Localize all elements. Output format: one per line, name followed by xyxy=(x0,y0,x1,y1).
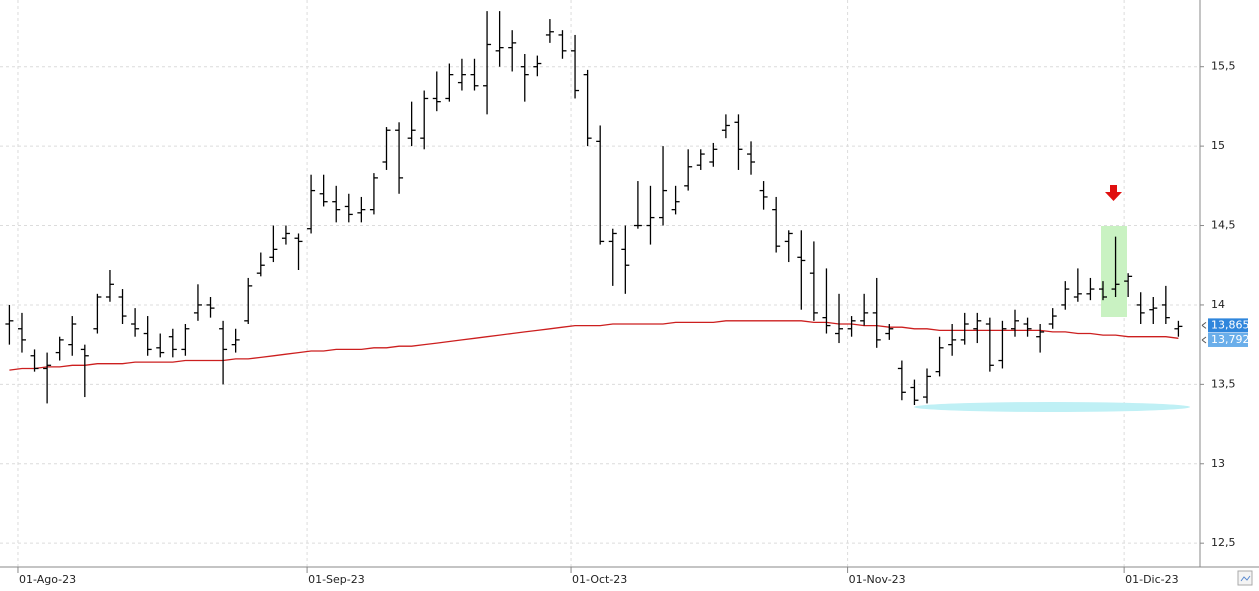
price-label-box xyxy=(1208,318,1248,333)
price-label: 13,792 xyxy=(1211,333,1250,346)
labels-layer: 12,5 13 13,5 14 14,5 15 15,5 01-Ago-23 01-Sep-23… xyxy=(17,60,1250,586)
y-tick-label: 13,5 xyxy=(1211,377,1236,390)
x-tick-label: 01-Dic-23 xyxy=(1125,573,1179,586)
x-tick-label: 01-Oct-23 xyxy=(572,573,627,586)
price-pointer xyxy=(1201,336,1207,344)
price-label-box xyxy=(1208,332,1248,347)
x-tick-label: 01-Ago-23 xyxy=(19,573,76,586)
bar-highlight xyxy=(1101,226,1127,317)
y-tick-label: 13 xyxy=(1211,457,1225,470)
x-tick-label: 01-Nov-23 xyxy=(849,573,906,586)
y-tick-label: 15,5 xyxy=(1211,60,1236,73)
y-tick-label: 15 xyxy=(1211,139,1225,152)
signal-arrow xyxy=(1105,185,1122,201)
x-tick-label: 01-Sep-23 xyxy=(308,573,365,586)
price-label: 13,865 xyxy=(1211,318,1250,331)
moving-average-line xyxy=(9,320,1179,371)
price-pointer xyxy=(1201,321,1207,329)
marks-layer xyxy=(5,11,1183,405)
y-tick-label: 14,5 xyxy=(1211,219,1236,232)
y-tick-label: 14 xyxy=(1211,298,1225,311)
support-highlight xyxy=(914,402,1190,412)
y-tick-label: 12,5 xyxy=(1211,536,1236,549)
scale-icon xyxy=(1240,575,1251,582)
